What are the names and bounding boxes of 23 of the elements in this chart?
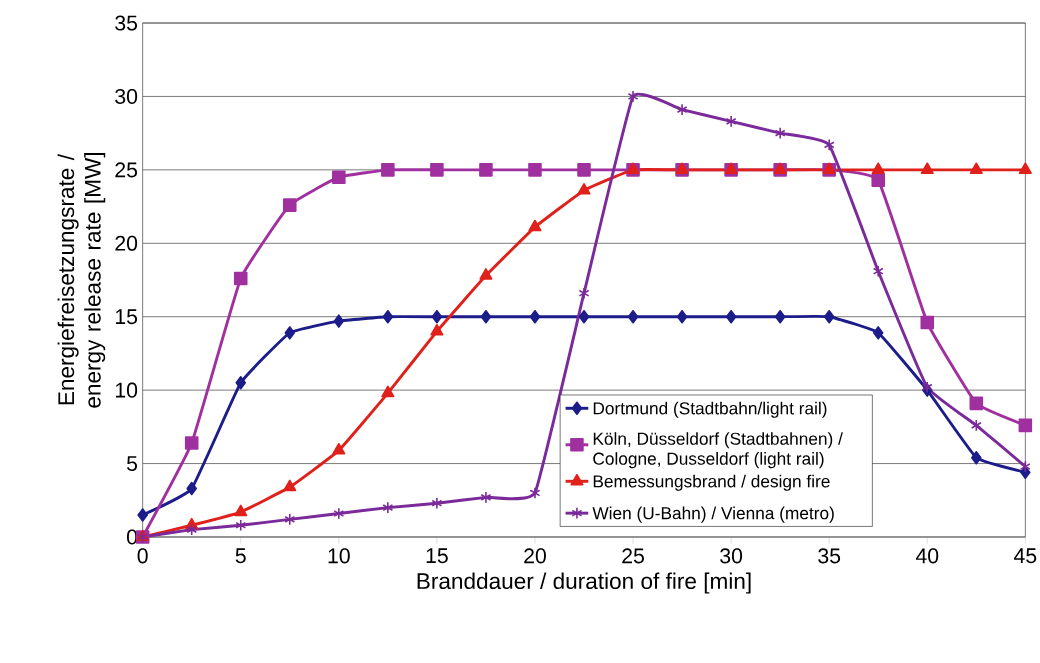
legend-label: Wien (U-Bahn) / Vienna (metro) [592,506,834,523]
x-tick-label: 30 [720,548,743,564]
legend-label: Bemessungsbrand / design fire [593,474,830,491]
x-tick-label: 15 [426,548,448,564]
legend-label: Dortmund (Stadtbahn/light rail) [593,401,827,418]
y-tick-label: 10 [115,382,138,398]
x-tick-label: 45 [1014,548,1037,564]
y-tick-label: 20 [115,235,138,251]
y-axis-title: Energiefreisetzungsrate / energy release rate [MW] [57,153,106,408]
y-tick-label: 35 [115,15,138,31]
x-tick-label: 20 [524,548,546,564]
x-tick-label: 40 [915,548,939,564]
y-tick-label: 5 [127,456,138,471]
x-tick-label: 10 [328,548,350,564]
x-tick-label: 0 [137,548,148,564]
y-tick-label: 25 [115,162,138,178]
x-tick-label: 35 [818,548,841,564]
y-tick-label: 30 [115,88,138,104]
x-axis-title: Branddauer / duration of fire [min] [417,572,751,594]
legend-label: Köln, Düsseldorf (Stadtbahnen) / Cologne, Dusseldorf (light rail) [593,432,843,469]
x-tick-label: 25 [622,548,644,564]
y-tick-label: 15 [115,309,138,325]
x-tick-label: 5 [235,548,246,564]
